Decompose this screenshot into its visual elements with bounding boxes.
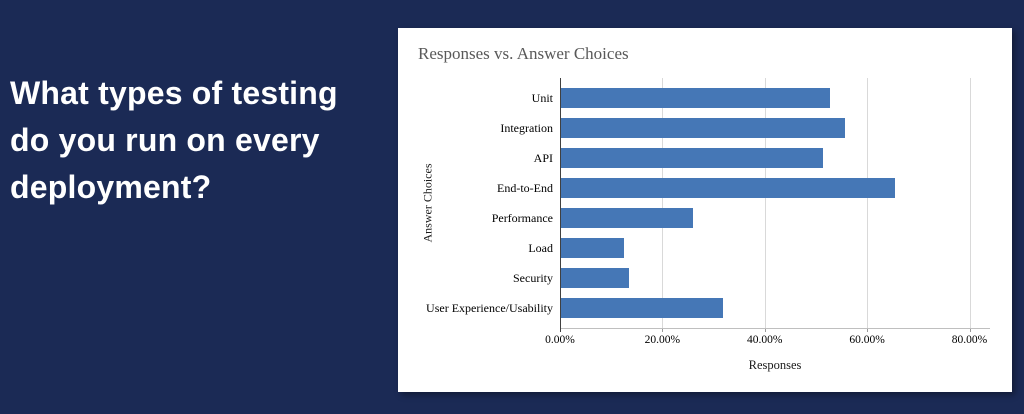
category-label-load: Load <box>528 240 553 255</box>
chart-panel: Responses vs. Answer Choices Answer Choi… <box>398 28 1012 392</box>
gridline-60 <box>867 78 869 328</box>
tickmark-80 <box>969 328 971 332</box>
category-label-security: Security <box>513 270 553 285</box>
tickmark-20 <box>662 328 664 332</box>
category-label-api: API <box>533 150 553 165</box>
plot-area: 0.00% 20.00% 40.00% 60.00% 80.00% Unit Integra… <box>398 28 1012 392</box>
bar-user-experience-usability <box>561 298 723 318</box>
x-tick-label: 40.00% <box>747 334 783 346</box>
question-text: What types of testing do you run on ever… <box>10 75 338 205</box>
chart-title: Responses vs. Answer Choices <box>418 44 629 63</box>
category-label-performance: Performance <box>491 210 553 225</box>
category-label-integration: Integration <box>500 120 553 135</box>
tickmark-60 <box>867 328 869 332</box>
bar-integration <box>561 118 845 138</box>
bar-security <box>561 268 629 288</box>
x-tick-label: 20.00% <box>644 334 681 346</box>
bar-performance <box>561 208 694 228</box>
category-label-end-to-end: End-to-End <box>497 180 553 195</box>
gridline-80 <box>969 78 971 328</box>
gridline-20 <box>662 78 664 328</box>
gridline-40 <box>764 78 766 328</box>
bar-api <box>561 148 823 168</box>
category-label-user-experience-usability: User Experience/Usability <box>426 300 553 315</box>
y-axis-line <box>560 78 561 332</box>
category-label-unit: Unit <box>531 90 553 105</box>
x-axis-title: Responses <box>748 358 802 372</box>
bar-load <box>561 238 624 258</box>
tickmark-40 <box>764 328 766 332</box>
x-tick-label: 0.00% <box>545 334 575 346</box>
bar-unit <box>561 88 831 108</box>
x-axis-line <box>560 328 990 329</box>
x-tick-label: 80.00% <box>951 334 988 346</box>
bar-end-to-end <box>561 178 895 198</box>
x-tick-label: 60.00% <box>849 334 885 346</box>
